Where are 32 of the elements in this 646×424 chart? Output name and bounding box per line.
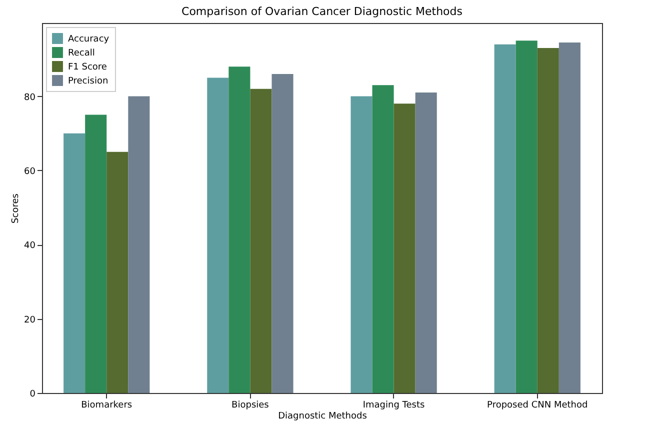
bar: [272, 74, 294, 393]
bar: [350, 96, 372, 393]
bar: [394, 104, 416, 393]
bar: [516, 40, 538, 393]
y-tick-label: 20: [24, 315, 36, 326]
x-axis-title: Diagnostic Methods: [278, 412, 368, 422]
bar: [64, 133, 86, 393]
y-tick-label: 0: [30, 390, 36, 400]
bar: [494, 44, 516, 393]
legend-label: Recall: [68, 48, 95, 58]
y-tick-label: 80: [24, 92, 36, 103]
legend-label: F1 Score: [68, 62, 108, 72]
bar: [558, 42, 580, 393]
y-tick-label: 60: [24, 166, 36, 177]
x-tick-label: Biomarkers: [81, 400, 132, 410]
bar: [372, 85, 394, 393]
bar: [106, 152, 128, 393]
bar: [250, 88, 272, 393]
bar: [128, 96, 150, 393]
bar: [207, 78, 229, 393]
legend-label: Accuracy: [68, 34, 110, 44]
chart-title: Comparison of Ovarian Cancer Diagnostic Methods: [182, 5, 463, 18]
bar: [228, 66, 250, 393]
legend-label: Precision: [68, 76, 108, 86]
bar: [415, 92, 437, 393]
x-tick-label: Proposed CNN Method: [487, 400, 588, 410]
bar: [85, 114, 107, 393]
x-tick-label: Biopsies: [232, 400, 270, 410]
y-axis-title: Scores: [11, 193, 22, 224]
bar: [537, 48, 559, 393]
y-tick-label: 40: [24, 241, 36, 252]
x-tick-label: Imaging Tests: [362, 400, 426, 410]
